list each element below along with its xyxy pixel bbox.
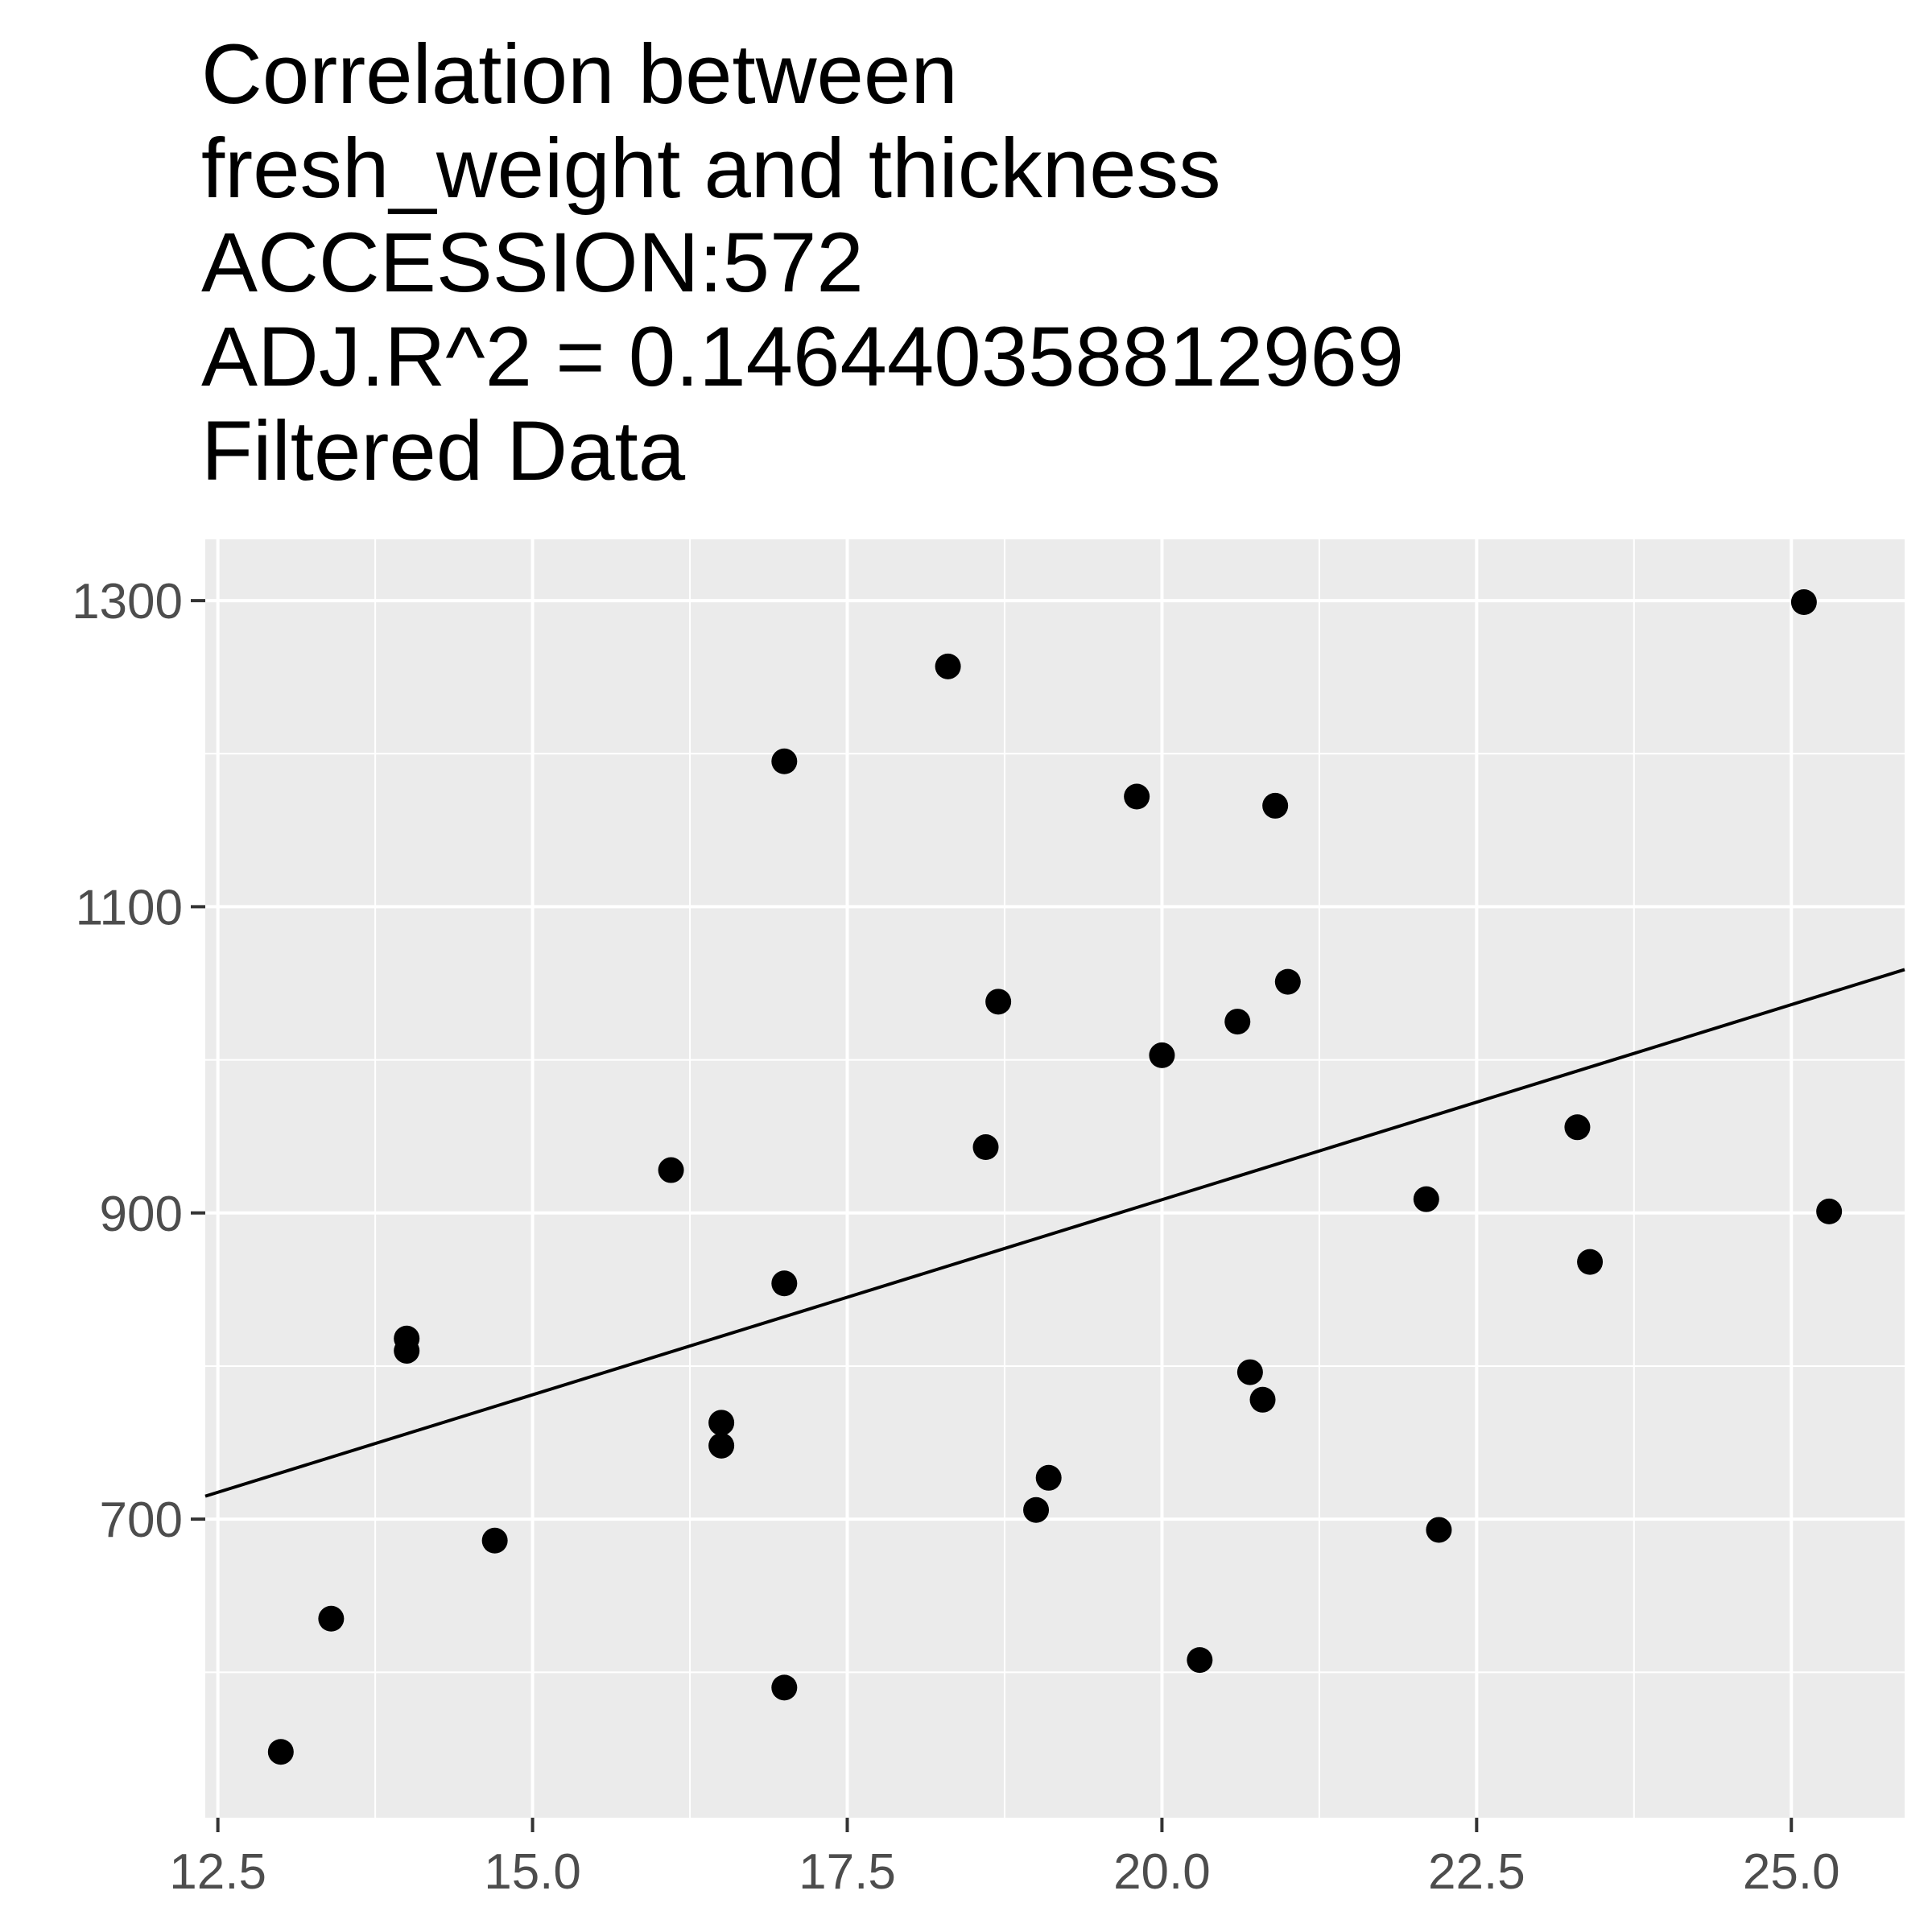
title-line-3: ACCESSION:572 bbox=[201, 216, 864, 310]
title-line-4: ADJ.R^2 = 0.146440358812969 bbox=[201, 310, 1404, 404]
x-tick-label: 22.5 bbox=[1428, 1844, 1525, 1900]
data-point bbox=[1124, 783, 1150, 810]
data-point bbox=[771, 748, 798, 774]
x-tick-label: 15.0 bbox=[484, 1844, 581, 1900]
data-point bbox=[771, 1674, 798, 1701]
x-axis: 12.5 15.0 17.5 20.0 22.5 25.0 bbox=[169, 1818, 1840, 1900]
regression-line bbox=[204, 968, 1905, 1498]
data-point bbox=[1187, 1647, 1213, 1674]
data-point bbox=[972, 1134, 999, 1161]
data-point bbox=[1249, 1386, 1276, 1413]
data-point bbox=[658, 1157, 684, 1183]
data-point bbox=[1149, 1042, 1175, 1068]
data-point bbox=[1413, 1186, 1439, 1212]
data-point bbox=[1224, 1009, 1251, 1035]
data-point bbox=[1564, 1114, 1591, 1141]
data-point bbox=[1426, 1517, 1452, 1543]
data-point bbox=[267, 1739, 294, 1765]
major-gridlines bbox=[205, 539, 1905, 1818]
data-point bbox=[1236, 1359, 1263, 1385]
data-point bbox=[1262, 792, 1289, 819]
data-point bbox=[985, 989, 1012, 1015]
data-point bbox=[1023, 1496, 1050, 1523]
y-axis: 700 900 1100 1300 bbox=[72, 574, 205, 1548]
data-point bbox=[1790, 588, 1817, 615]
y-tick-label: 1300 bbox=[72, 574, 183, 630]
data-point bbox=[771, 1270, 798, 1297]
x-tick-label: 17.5 bbox=[799, 1844, 896, 1900]
data-point bbox=[1577, 1249, 1604, 1275]
data-point bbox=[318, 1605, 345, 1632]
data-point bbox=[1274, 968, 1301, 995]
regression-line-group bbox=[204, 968, 1905, 1498]
y-tick-label: 1100 bbox=[76, 880, 183, 935]
data-point bbox=[1816, 1198, 1843, 1224]
x-tick-label: 25.0 bbox=[1743, 1844, 1840, 1900]
title-line-2: fresh_weight and thickness bbox=[201, 122, 1221, 216]
plot-panel bbox=[205, 539, 1905, 1818]
x-tick-label: 12.5 bbox=[169, 1844, 266, 1900]
data-point bbox=[708, 1432, 735, 1459]
minor-gridlines bbox=[205, 539, 1905, 1818]
y-tick-label: 900 bbox=[100, 1187, 183, 1242]
data-points bbox=[267, 588, 1843, 1765]
title-line-5: Filtered Data bbox=[201, 404, 686, 498]
x-tick-label: 20.0 bbox=[1113, 1844, 1211, 1900]
data-point bbox=[1035, 1464, 1062, 1491]
data-point bbox=[394, 1337, 420, 1364]
data-point bbox=[481, 1527, 508, 1554]
data-point bbox=[708, 1410, 735, 1436]
data-point bbox=[935, 653, 961, 679]
title-line-1: Correlation between bbox=[201, 27, 958, 122]
y-tick-label: 700 bbox=[100, 1492, 183, 1548]
